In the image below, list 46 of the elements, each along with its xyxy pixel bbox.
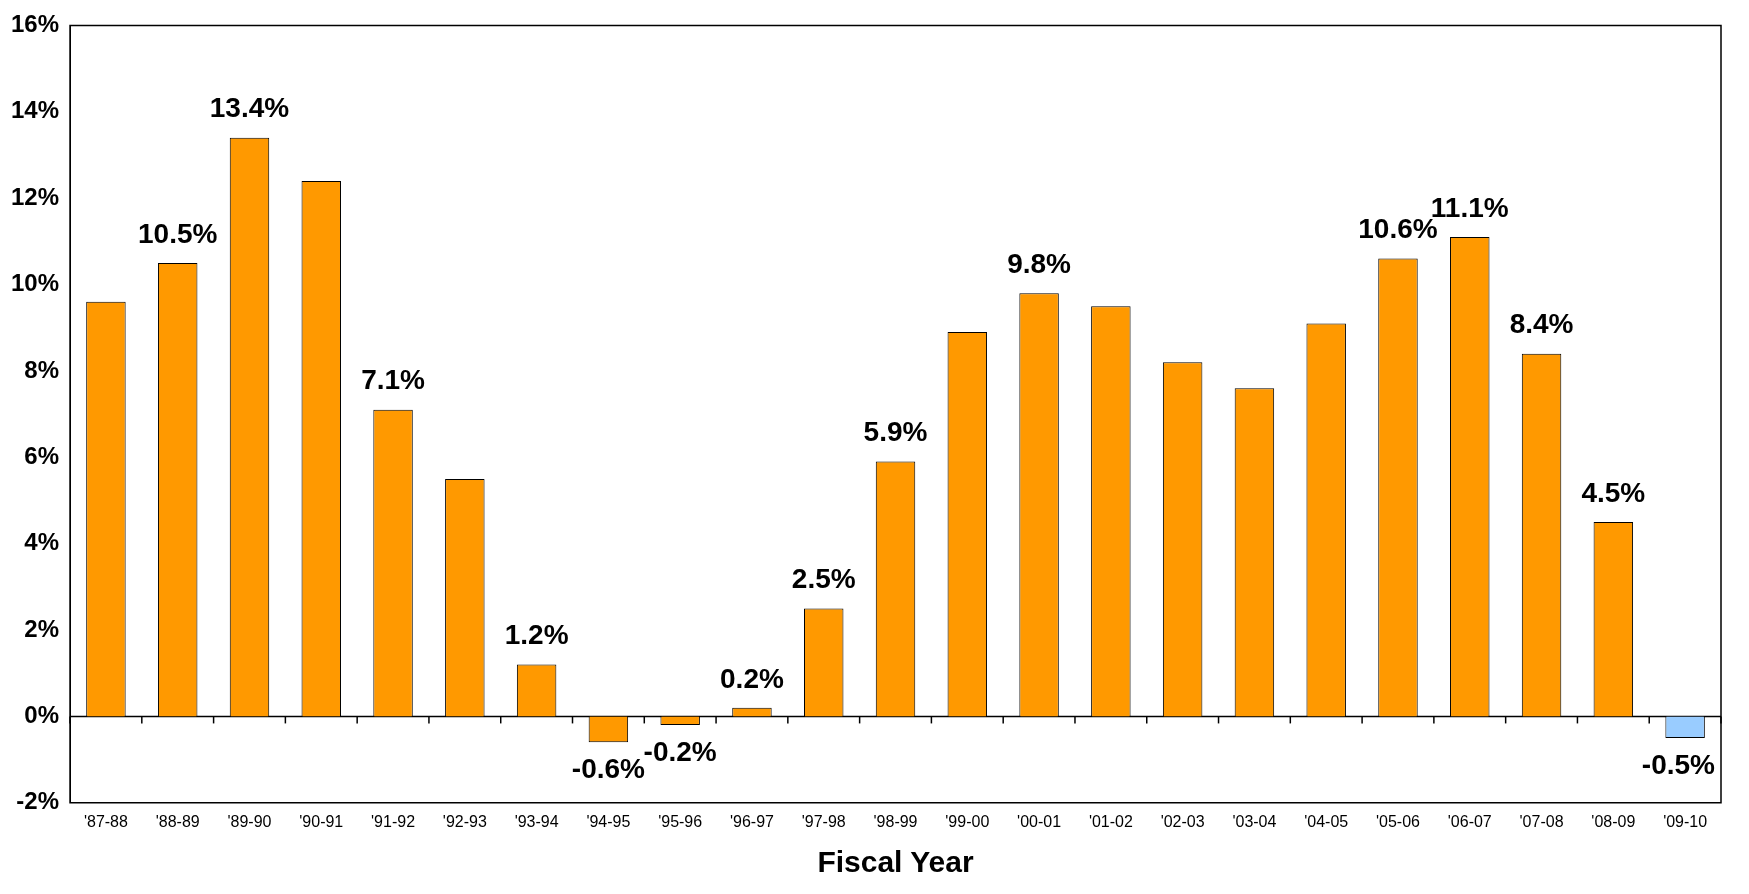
y-tick-label: 16% [10, 10, 60, 38]
data-label: 9.8% [1007, 247, 1072, 279]
data-label: 8.4% [1509, 308, 1574, 340]
data-label: 10.5% [138, 217, 218, 249]
x-tick-label: '96-97 [729, 812, 775, 830]
x-tick-label: '07-08 [1519, 812, 1564, 830]
x-tick-label: '89-90 [227, 812, 272, 830]
x-tick-label: '88-89 [155, 812, 200, 830]
x-tick-label: '00-01 [1017, 812, 1062, 830]
x-tick-label: '09-10 [1663, 812, 1708, 830]
data-label: 13.4% [209, 92, 290, 124]
x-tick-label: '95-96 [658, 812, 703, 830]
x-tick-label: '90-91 [299, 812, 344, 830]
x-tick-label: '08-09 [1591, 812, 1636, 830]
x-tick-label: '87-88 [83, 812, 129, 830]
y-tick-label: 8% [24, 355, 60, 383]
y-tick-label: 12% [10, 182, 60, 210]
x-tick-label: '93-94 [514, 812, 559, 830]
x-tick-label: '04-05 [1304, 812, 1349, 830]
y-tick-label: 10% [10, 269, 60, 297]
data-label: 0.2% [720, 662, 784, 694]
x-tick-label: '94-95 [586, 812, 631, 830]
y-tick-label: 6% [24, 441, 60, 469]
x-tick-label: '02-03 [1160, 812, 1205, 830]
data-label: 7.1% [361, 364, 426, 396]
x-tick-label: '91-92 [371, 812, 416, 830]
data-label: -0.2% [643, 735, 717, 767]
y-tick-label: 4% [24, 528, 60, 556]
y-tick-label: 2% [24, 614, 60, 642]
x-tick-label: '98-99 [873, 812, 918, 830]
x-tick-label: '05-06 [1375, 812, 1421, 830]
y-tick-label: 14% [10, 96, 60, 124]
y-tick-label: 0% [24, 701, 60, 729]
data-label: -0.5% [1641, 748, 1716, 780]
data-label: 1.2% [504, 619, 569, 651]
data-label: 4.5% [1581, 476, 1646, 508]
x-tick-label: '92-93 [442, 812, 487, 830]
x-tick-label: '03-04 [1232, 812, 1277, 830]
y-tick-label: -2% [16, 787, 60, 815]
data-label: 5.9% [863, 416, 928, 448]
x-tick-label: '01-02 [1088, 812, 1133, 830]
x-axis-title: Fiscal Year [817, 845, 974, 879]
x-tick-label: '99-00 [945, 812, 990, 830]
x-tick-label: '06-07 [1447, 812, 1492, 830]
x-tick-label: '97-98 [801, 812, 846, 830]
data-label: 2.5% [791, 563, 856, 595]
